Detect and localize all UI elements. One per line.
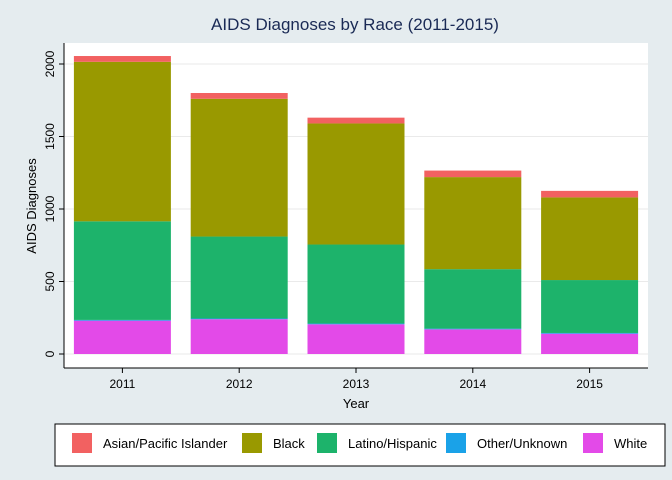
legend-box <box>54 423 666 467</box>
legend-label-white: White <box>614 436 647 451</box>
bar-2014-asian-pacific-islander <box>424 170 522 178</box>
legend-label-latino-hispanic: Latino/Hispanic <box>348 436 437 451</box>
x-axis-ticks: 2011 2012 2013 2014 2015 <box>109 368 603 391</box>
legend: Asian/Pacific Islander Black Latino/Hispan… <box>72 433 647 453</box>
y-tick-label-500: 500 <box>43 271 57 291</box>
x-tick-label-2011: 2011 <box>109 377 135 391</box>
bar-2015-latino-hispanic <box>541 280 639 333</box>
legend-label-other-unknown: Other/Unknown <box>477 436 567 451</box>
legend-swatch-asian-pacific-islander <box>72 433 92 453</box>
bar-2012-black <box>190 98 288 237</box>
legend-swatch-latino-hispanic <box>317 433 337 453</box>
bar-2011-other-unknown <box>73 319 171 321</box>
bar-2014-latino-hispanic <box>424 269 522 329</box>
x-tick-label-2014: 2014 <box>459 377 486 391</box>
y-axis-ticks: 0 500 1000 1500 2000 <box>43 50 64 357</box>
y-tick-label-2000: 2000 <box>43 50 57 77</box>
legend-swatch-black <box>242 433 262 453</box>
bar-2013-other-unknown <box>307 323 405 325</box>
bar-2014-other-unknown <box>424 328 522 330</box>
bar-2011-latino-hispanic <box>73 221 171 320</box>
x-tick-label-2013: 2013 <box>343 377 370 391</box>
legend-swatch-other-unknown <box>446 433 466 453</box>
legend-label-black: Black <box>273 436 305 451</box>
y-axis-title: AIDS Diagnoses <box>24 158 39 254</box>
bar-2012-latino-hispanic <box>190 236 288 319</box>
bar-2013-asian-pacific-islander <box>307 117 405 124</box>
bar-2013-white <box>307 324 405 354</box>
legend-swatch-white <box>583 433 603 453</box>
bar-2011-black <box>73 61 171 222</box>
y-tick-label-1000: 1000 <box>43 195 57 222</box>
x-tick-label-2015: 2015 <box>576 377 603 391</box>
bar-2014-white <box>424 329 522 354</box>
bar-2015-white <box>541 333 639 354</box>
chart-title: AIDS Diagnoses by Race (2011-2015) <box>211 15 499 34</box>
y-tick-label-1500: 1500 <box>43 123 57 150</box>
bar-2013-black <box>307 123 405 245</box>
bar-2015-asian-pacific-islander <box>541 190 639 198</box>
legend-label-asian-pacific-islander: Asian/Pacific Islander <box>103 436 228 451</box>
x-tick-label-2012: 2012 <box>226 377 253 391</box>
y-tick-label-0: 0 <box>43 350 57 357</box>
bar-2011-asian-pacific-islander <box>73 56 171 62</box>
bar-2014-black <box>424 177 522 270</box>
bar-2015-other-unknown <box>541 332 639 334</box>
bar-2012-asian-pacific-islander <box>190 93 288 99</box>
bars-group <box>73 56 639 354</box>
bar-2015-black <box>541 197 639 281</box>
x-axis-title: Year <box>343 396 370 411</box>
bar-2012-other-unknown <box>190 318 288 320</box>
bar-2013-latino-hispanic <box>307 244 405 324</box>
bar-2011-white <box>73 320 171 354</box>
bar-2012-white <box>190 319 288 354</box>
